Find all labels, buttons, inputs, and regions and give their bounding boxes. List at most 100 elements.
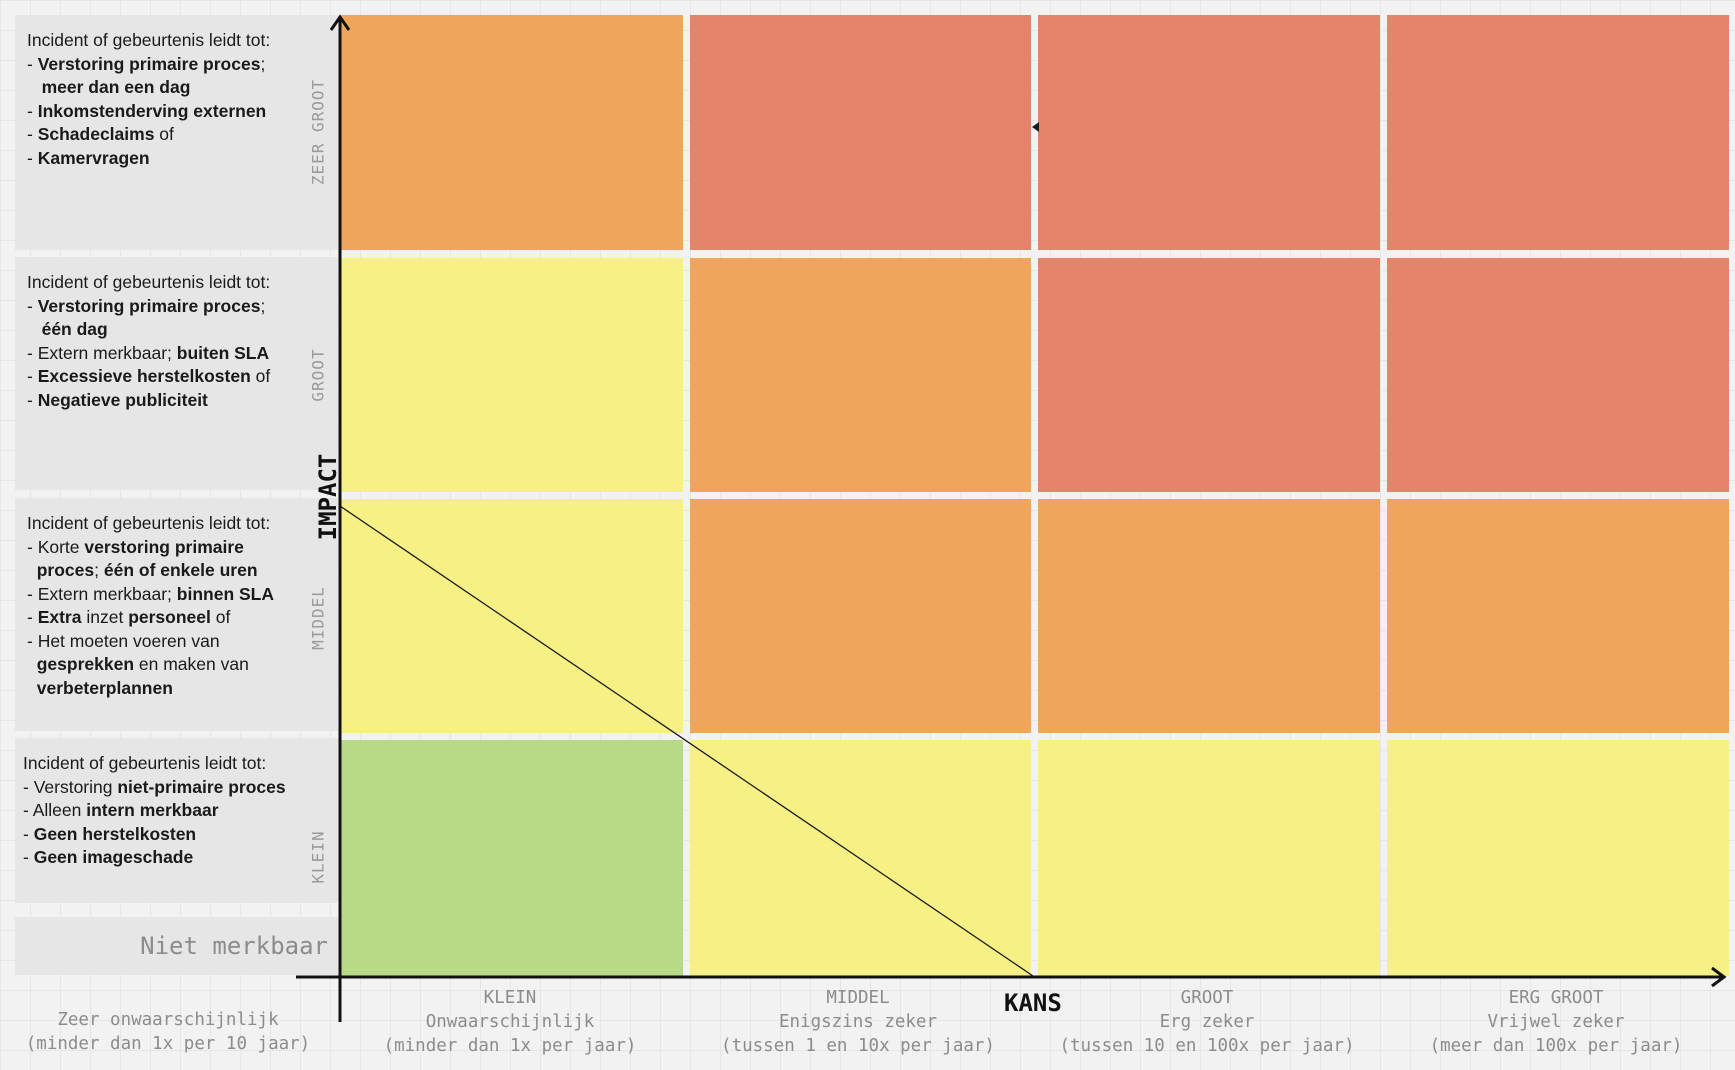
description-text: - [27,53,38,74]
description-line: Incident of gebeurtenis leidt tot: [23,752,328,776]
description-text: verbeterplannen [36,677,173,698]
description-text: en maken van [134,654,249,674]
risk-cell-middel-erg-groot [1387,499,1729,733]
description-line: gesprekken en maken van [27,653,328,677]
risk-cell-groot-klein [341,258,683,492]
description-text: - [23,823,34,844]
risk-cell-middel-middel [690,499,1031,733]
description-text: - [23,847,34,867]
description-line: één dag [27,318,328,342]
description-line: Incident of gebeurtenis leidt tot: [27,29,328,53]
description-text: Geen imageschade [33,847,194,867]
description-text: - Alleen [23,800,87,820]
y-axis-title: IMPACT [314,453,342,541]
description-text: meer dan een dag [41,77,191,97]
row-description-klein: Incident of gebeurtenis leidt tot: - Vers… [15,738,338,903]
description-text: Kamervragen [37,147,150,168]
description-line: - Extra inzet personeel of [27,606,328,630]
description-line: verbeterplannen [27,677,328,701]
risk-cell-middel-groot [1038,499,1380,733]
description-text: inzet [81,607,129,627]
description-text: ; [260,295,266,316]
description-text: Incident of gebeurtenis leidt tot: [23,753,267,773]
description-text: binnen SLA [176,583,274,604]
description-text: - [27,366,38,386]
description-text: verstoring primaire [84,536,244,557]
description-text: Geen herstelkosten [33,823,197,844]
description-text: of [210,607,231,627]
description-text: of [154,124,174,144]
description-text: of [250,366,271,386]
description-line: - Verstoring niet-primaire proces [23,776,328,800]
description-line: - Korte verstoring primaire [27,536,328,560]
description-line: - Alleen intern merkbaar [23,799,328,823]
description-text: - [27,607,38,627]
description-text: Incident of gebeurtenis leidt tot: [27,513,271,533]
diagonal-line [339,505,1034,977]
description-text: Extra [37,607,82,627]
description-text: gesprekken [36,654,135,674]
description-text: Incident of gebeurtenis leidt tot: [27,30,271,50]
description-text: ; [260,53,266,74]
description-line: - Geen herstelkosten [23,823,328,847]
description-text: Negatieve publiciteit [37,389,208,410]
description-text: Schadeclaims [37,124,155,144]
description-text: proces [36,560,95,580]
row-description-groot: Incident of gebeurtenis leidt tot: - Vers… [15,257,338,490]
description-text: - Korte [27,536,85,557]
row-description-middel: Incident of gebeurtenis leidt tot: - Kort… [15,498,338,731]
description-text: - [27,389,38,410]
description-text: personeel [128,607,211,627]
description-line: - Geen imageschade [23,846,328,870]
row-description-zeer-groot: Incident of gebeurtenis leidt tot: - Vers… [15,15,338,250]
description-text: Verstoring primaire proces [37,53,261,74]
description-text: één of enkele uren [103,560,258,580]
description-line: - Inkomstenderving externen [27,100,328,124]
risk-cell-groot-middel [690,258,1031,492]
risk-cell-groot-erg-groot [1387,258,1729,492]
description-text: - [27,147,38,168]
description-line: - Extern merkbaar; binnen SLA [27,583,328,607]
description-text: intern merkbaar [86,800,219,820]
description-line: - Verstoring primaire proces; [27,295,328,319]
description-text: - Verstoring [23,776,118,797]
description-text: - [27,124,38,144]
description-line: - Extern merkbaar; buiten SLA [27,342,328,366]
risk-cell-klein-groot [1038,740,1380,976]
description-line: - Excessieve herstelkosten of [27,365,328,389]
description-text: Incident of gebeurtenis leidt tot: [27,272,271,292]
risk-cell-zeer-groot-groot [1038,15,1380,250]
cursor-marker-icon [1032,122,1039,132]
x-axis-title: KANS [1004,989,1062,1017]
kans-zeer-onwaarschijnlijk-label: Zeer onwaarschijnlijk (minder dan 1x per… [25,1010,311,1054]
risk-cell-middel-klein [341,499,683,733]
description-text: Excessieve herstelkosten [37,366,251,386]
description-text: - [27,295,38,316]
description-text: niet-primaire proces [117,776,286,797]
description-line: Incident of gebeurtenis leidt tot: [27,512,328,536]
risk-cell-klein-klein [341,740,683,976]
description-text: - Het moeten voeren van [27,630,220,651]
risk-cell-zeer-groot-middel [690,15,1031,250]
column-label-groot: GROOT Erg zeker (tussen 10 en 100x per jaa… [1059,988,1355,1056]
description-text: Verstoring primaire proces [37,295,261,316]
risk-cell-groot-groot [1038,258,1380,492]
risk-cell-klein-erg-groot [1387,740,1729,976]
description-text: één dag [41,319,108,339]
niet-merkbaar-label: Niet merkbaar [15,917,338,975]
description-line: - Negatieve publiciteit [27,389,328,413]
description-line: Incident of gebeurtenis leidt tot: [27,271,328,295]
risk-cell-zeer-groot-erg-groot [1387,15,1729,250]
description-text: buiten SLA [176,342,270,363]
y-axis-arrow-icon [329,14,351,31]
x-axis-arrow-icon [1711,966,1727,988]
description-line: proces; één of enkele uren [27,559,328,583]
description-line: - Verstoring primaire proces; [27,53,328,77]
description-line: meer dan een dag [27,76,328,100]
description-text: ; [94,560,104,580]
description-text: Inkomstenderving externen [37,100,267,121]
column-label-klein: KLEIN Onwaarschijnlijk (minder dan 1x per … [383,988,637,1056]
description-line: - Schadeclaims of [27,123,328,147]
description-text: - Extern merkbaar; [27,342,177,363]
